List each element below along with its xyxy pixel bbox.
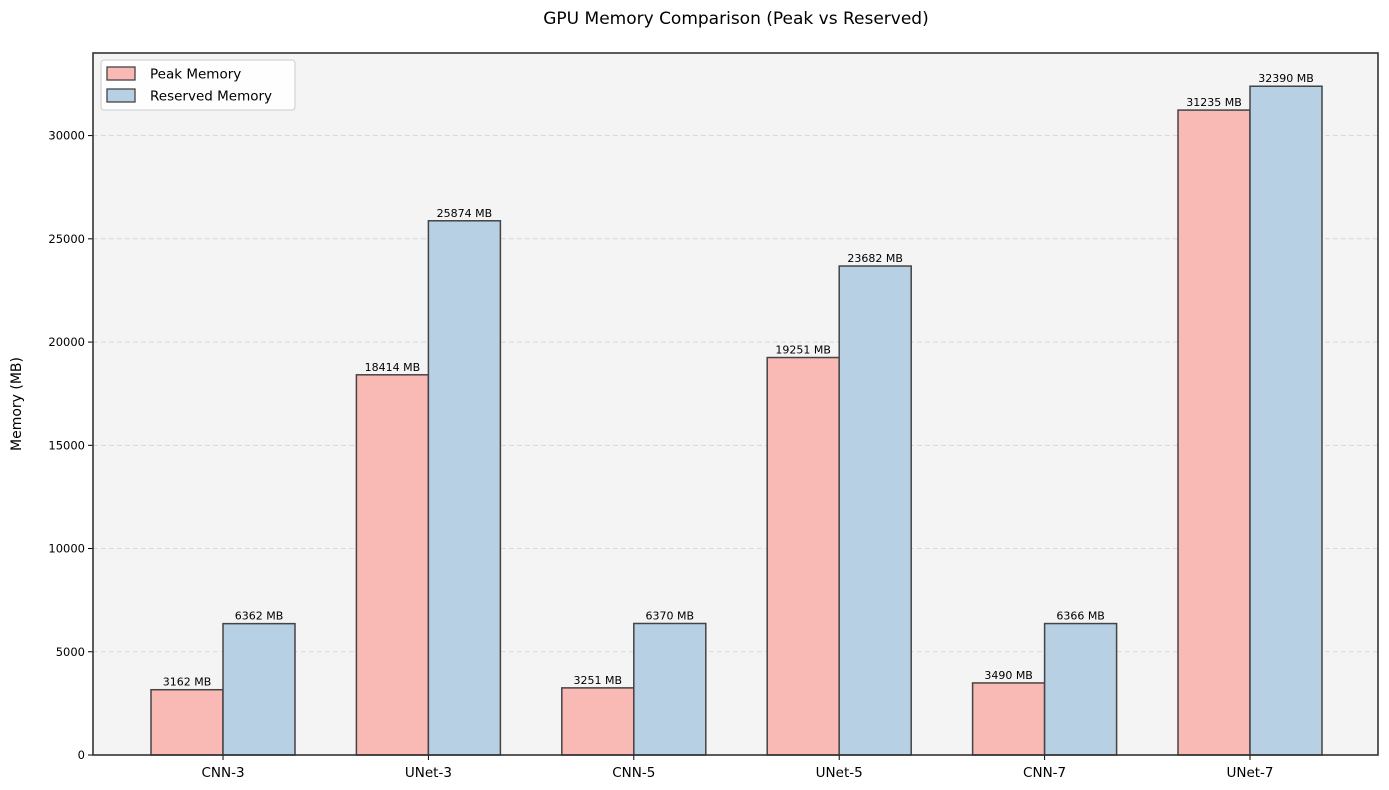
y-tick-label: 10000 xyxy=(48,542,85,556)
bar-value-label: 23682 MB xyxy=(847,252,903,265)
bars xyxy=(150,85,1323,756)
bar-value-label: 6370 MB xyxy=(646,609,695,622)
x-tick-label: UNet-3 xyxy=(405,765,452,781)
x-tick-label: UNet-7 xyxy=(1226,765,1273,781)
bar-value-label: 6362 MB xyxy=(235,610,284,623)
reserved-memory-bar xyxy=(1043,622,1118,756)
bar-value-label: 31235 MB xyxy=(1186,96,1242,109)
legend: Peak Memory Reserved Memory xyxy=(100,59,296,111)
chart-title: GPU Memory Comparison (Peak vs Reserved) xyxy=(543,9,928,29)
grid-lines xyxy=(93,135,1378,653)
reserved-memory-bar xyxy=(427,220,502,756)
reserved-memory-bar xyxy=(838,265,912,756)
peak-memory-bar xyxy=(150,688,224,756)
y-tick-label: 30000 xyxy=(48,129,85,143)
y-axis-title: Memory (MB) xyxy=(9,357,25,451)
x-tick-label: CNN-3 xyxy=(201,765,244,781)
legend-label: Reserved Memory xyxy=(150,89,272,105)
bar-value-label: 32390 MB xyxy=(1258,72,1314,85)
x-axis-ticks: CNN-3 UNet-3 CNN-5 UNet-5 CNN-7 UNet-7 xyxy=(201,755,1274,781)
peak-memory-bar xyxy=(1177,109,1251,756)
bar-value-label: 25874 MB xyxy=(437,207,493,220)
bar-value-label: 19251 MB xyxy=(775,344,831,357)
y-tick-label: 5000 xyxy=(56,645,85,659)
legend-box xyxy=(100,59,296,111)
bar-value-label: 3490 MB xyxy=(984,669,1033,682)
y-tick-label: 25000 xyxy=(48,232,85,246)
x-tick-label: UNet-5 xyxy=(816,765,863,781)
plot-frame xyxy=(92,52,1379,756)
legend-label: Peak Memory xyxy=(150,67,241,83)
reserved-memory-bar xyxy=(222,622,296,756)
y-tick-label: 20000 xyxy=(48,335,85,349)
peak-memory-bar xyxy=(355,374,430,756)
plot-area xyxy=(93,53,1378,755)
bar-value-label: 18414 MB xyxy=(365,361,421,374)
y-axis-ticks: 0 5000 10000 15000 20000 25000 30000 xyxy=(48,129,93,762)
peak-memory-bar xyxy=(971,682,1046,756)
bar-value-label: 6366 MB xyxy=(1056,610,1105,623)
legend-swatch xyxy=(106,88,136,103)
reserved-memory-bar xyxy=(1249,85,1323,756)
reserved-memory-bar xyxy=(633,622,707,756)
peak-memory-bar xyxy=(561,687,635,756)
peak-memory-bar xyxy=(766,356,840,756)
y-tick-label: 15000 xyxy=(48,438,85,452)
bar-value-label: 3251 MB xyxy=(574,674,623,687)
x-tick-label: CNN-5 xyxy=(612,765,655,781)
legend-swatch xyxy=(106,66,136,81)
x-tick-label: CNN-7 xyxy=(1023,765,1066,781)
y-tick-label: 0 xyxy=(78,748,85,762)
bar-labels: 3162 MB 6362 MB 18414 MB 25874 MB 3251 MB 637… xyxy=(163,72,1314,688)
bar-value-label: 3162 MB xyxy=(163,676,212,689)
